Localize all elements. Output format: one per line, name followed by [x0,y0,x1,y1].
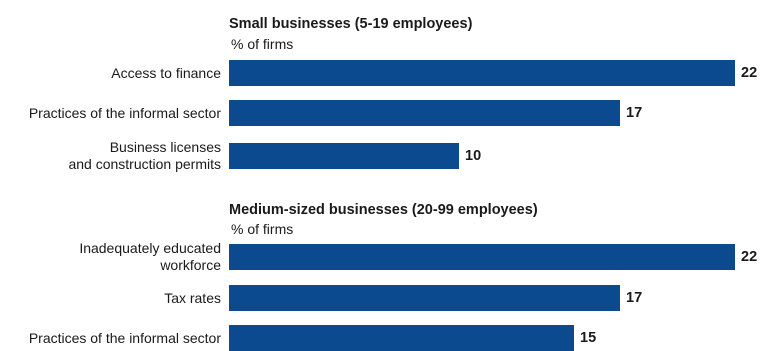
category-label: Business licenses and construction permit… [68,139,221,173]
value-label: 17 [626,105,643,121]
category-label-line: Tax rates [164,289,221,306]
bar [229,244,735,270]
bar [229,285,620,311]
value-label: 15 [580,330,597,346]
category-label: Inadequately educated workforce [79,240,221,274]
category-label-line: Inadequately educated [79,240,221,256]
category-label: Tax rates [164,290,221,307]
bar [229,60,735,86]
category-label-line: Practices of the informal sector [28,104,221,121]
chart-title: Small businesses (5-19 employees) [229,16,473,32]
category-label: Practices of the informal sector [29,330,221,347]
value-label: 22 [741,65,758,81]
category-label: Access to finance [111,65,221,82]
category-label-line: Access to finance [111,64,221,81]
value-label: 17 [626,290,643,306]
category-label-line: Practices of the informal sector [28,329,221,346]
value-label: 10 [465,148,482,164]
category-label-line: and construction permits [68,156,221,172]
category-label-line: Business licenses [109,139,221,155]
unit-label: % of firms [231,221,294,237]
chart-title: Medium-sized businesses (20-99 employees… [229,202,538,218]
unit-label: % of firms [231,36,294,52]
bar [229,143,459,169]
category-label: Practices of the informal sector [29,105,221,122]
category-label-line: workforce [160,257,221,273]
value-label: 22 [741,249,758,265]
bar [229,325,574,351]
bar [229,100,620,126]
